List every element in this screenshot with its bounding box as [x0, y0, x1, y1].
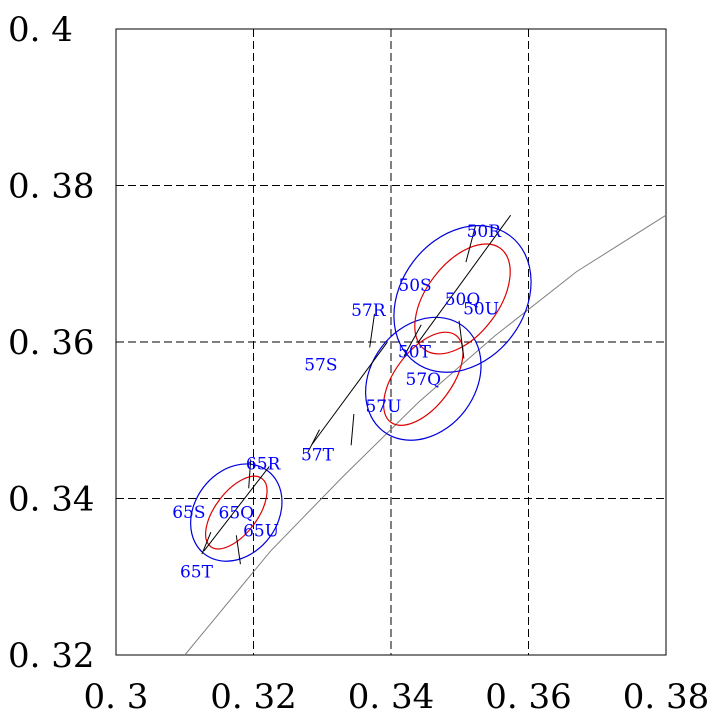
center-label: 65Q [219, 504, 255, 524]
inner-ellipse [414, 243, 511, 355]
outer-ellipse [393, 225, 532, 373]
quadrant-label: 65S [172, 503, 205, 523]
tick-labels: 0. 3 0. 32 0. 34 0. 36 0. 380. 320. 340. 360… [8, 10, 709, 717]
quadrant-label: 57U [365, 397, 401, 417]
quadrant-label: 65U [243, 522, 279, 542]
region-65Q: 65Q 65R 65S 65T 65U [172, 454, 283, 582]
quadrant-label: 50U [463, 299, 499, 319]
inner-ellipse [383, 331, 464, 426]
y-tick-label: 0. 32 [8, 636, 95, 676]
quadrant-line [403, 324, 422, 357]
x-tick-label: 0. 36 [485, 677, 572, 717]
quadrant-line [465, 225, 477, 263]
regions-layer: 57Q57R57S57T57U50Q50R50S50T50U65Q65R65S6… [172, 214, 532, 582]
quadrant-label: 65T [180, 562, 214, 582]
quadrant-label: 50R [467, 222, 503, 242]
quadrant-line [311, 342, 388, 445]
quadrant-line [307, 429, 320, 453]
y-tick-label: 0. 4 [8, 10, 73, 50]
quadrant-label: 50T [398, 342, 432, 362]
y-tick-label: 0. 36 [8, 323, 95, 363]
quadrant-line [350, 413, 355, 446]
quadrant-label: 57T [301, 446, 335, 466]
inner-ellipse [205, 475, 268, 550]
quadrant-label: 65R [246, 454, 282, 474]
outer-ellipse [364, 316, 482, 441]
quadrant-line [369, 313, 375, 348]
quadrant-label: 57R [351, 301, 387, 321]
quadrant-line [235, 535, 241, 565]
x-tick-label: 0. 3 [84, 677, 149, 717]
region-50Q: 50Q 50R 50S 50T 50U [393, 214, 532, 373]
x-tick-label: 0. 32 [210, 677, 297, 717]
quadrant-line [458, 320, 465, 359]
quadrant-label: 50S [398, 276, 431, 296]
x-tick-label: 0. 38 [623, 677, 710, 717]
x-tick-label: 0. 34 [348, 677, 435, 717]
quadrant-label: 57S [304, 356, 337, 376]
y-tick-label: 0. 38 [8, 167, 95, 207]
region-57Q: 57Q 57R 57S 57T 57U [301, 301, 482, 466]
quadrant-line [417, 214, 512, 344]
center-label: 57Q [406, 370, 442, 390]
plot-frame [115, 28, 667, 656]
quadrant-line [201, 531, 212, 555]
grid-lines [116, 29, 666, 655]
center-label: 50Q [445, 290, 481, 310]
y-tick-label: 0. 34 [8, 480, 95, 520]
locus-layer [184, 214, 667, 656]
quadrant-line [203, 466, 270, 552]
outer-ellipse [190, 463, 283, 562]
quadrant-line [248, 459, 252, 489]
locus-line [184, 214, 667, 656]
